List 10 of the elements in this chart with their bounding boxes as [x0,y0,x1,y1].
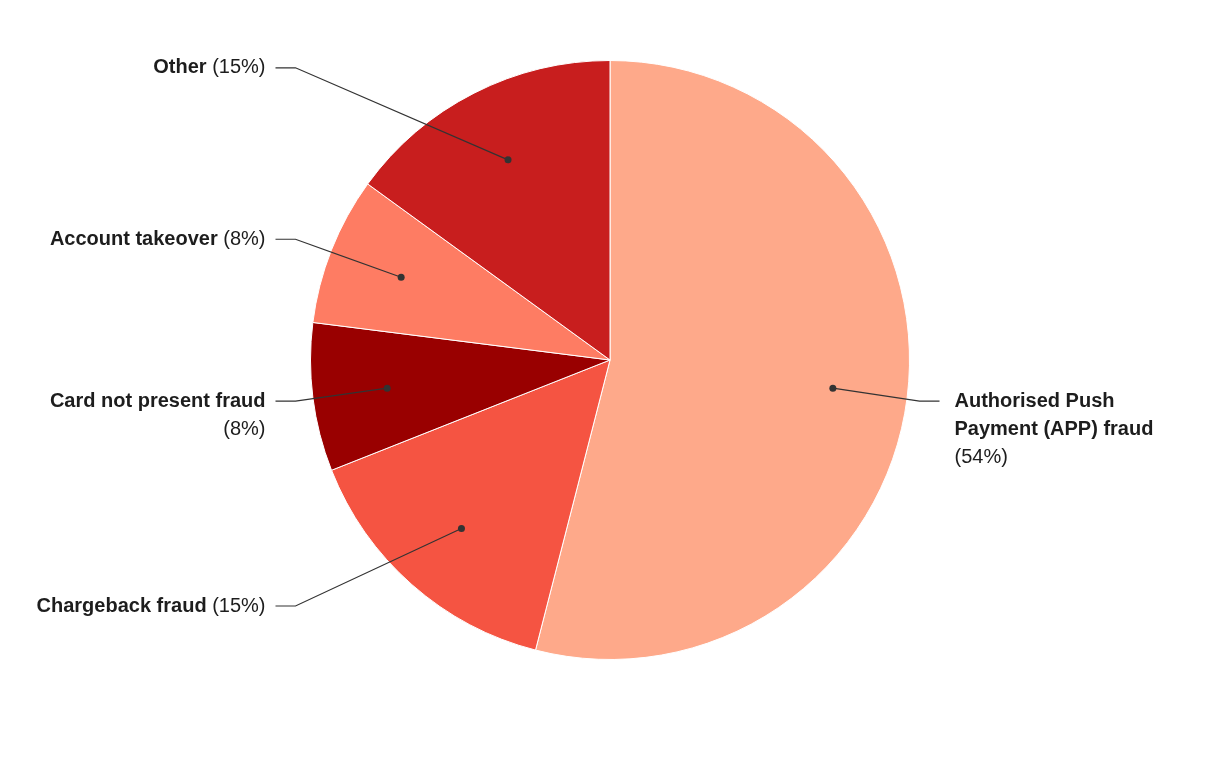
slice-label: Other [153,55,207,78]
data-label: (8%) [223,416,266,439]
slice-label: Card not present fraud [49,388,266,411]
category-label: Authorised Push Payment (APP) fraud [954,388,1154,439]
data-label: (15%) [212,55,266,78]
data-label: (15%) [212,593,266,616]
data-label: (54%) [954,444,1008,467]
slice-label: Chargeback fraud [36,593,207,616]
data-label: (8%) [223,226,266,249]
slice-label: Account takeover [49,226,218,249]
